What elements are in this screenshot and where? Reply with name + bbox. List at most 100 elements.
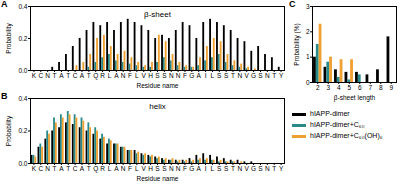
- svg-text:Residue name: Residue name: [137, 175, 179, 182]
- svg-text:T: T: [87, 72, 91, 79]
- svg-text:β-sheet length: β-sheet length: [334, 94, 376, 102]
- svg-text:A: A: [80, 165, 85, 172]
- svg-text:V: V: [142, 72, 147, 79]
- svg-text:L: L: [211, 72, 215, 79]
- svg-text:S: S: [258, 165, 263, 172]
- svg-text:N: N: [238, 165, 243, 172]
- svg-text:T: T: [53, 72, 57, 79]
- svg-text:K: K: [32, 165, 37, 172]
- svg-text:T: T: [66, 72, 70, 79]
- svg-text:1: 1: [306, 53, 310, 60]
- svg-text:G: G: [251, 72, 256, 79]
- svg-text:Probability (%): Probability (%): [293, 23, 301, 65]
- svg-text:N: N: [169, 72, 174, 79]
- svg-text:Q: Q: [93, 72, 98, 80]
- svg-text:F: F: [128, 165, 132, 172]
- svg-text:G: G: [189, 165, 194, 172]
- svg-text:N: N: [265, 165, 270, 172]
- svg-text:C: C: [38, 165, 43, 172]
- svg-text:2: 2: [316, 84, 320, 91]
- svg-text:0: 0: [306, 79, 310, 86]
- svg-text:N: N: [45, 72, 50, 79]
- svg-text:R: R: [100, 72, 105, 79]
- svg-text:L: L: [108, 165, 112, 172]
- svg-text:V: V: [245, 72, 250, 79]
- svg-text:Residue name: Residue name: [137, 82, 179, 89]
- svg-text:A: A: [197, 165, 202, 172]
- svg-text:4: 4: [337, 84, 341, 91]
- svg-text:Q: Q: [93, 165, 98, 173]
- svg-text:T: T: [66, 165, 70, 172]
- svg-text:S: S: [217, 165, 222, 172]
- svg-text:3: 3: [306, 3, 310, 10]
- svg-text:N: N: [176, 72, 181, 79]
- svg-text:8: 8: [379, 84, 383, 91]
- svg-text:T: T: [53, 165, 57, 172]
- svg-text:G: G: [189, 72, 194, 79]
- svg-text:S: S: [224, 72, 229, 79]
- svg-text:A: A: [114, 72, 119, 79]
- svg-text:V: V: [142, 165, 147, 172]
- svg-text:F: F: [128, 72, 132, 79]
- svg-text:K: K: [32, 72, 37, 79]
- svg-text:H: H: [148, 165, 153, 172]
- svg-text:S: S: [162, 165, 167, 172]
- svg-text:Probability: Probability: [5, 23, 13, 54]
- svg-text:L: L: [135, 72, 139, 79]
- svg-text:Y: Y: [279, 165, 284, 172]
- svg-text:L: L: [135, 165, 139, 172]
- svg-text:A: A: [80, 72, 85, 79]
- svg-text:I: I: [205, 72, 207, 79]
- svg-text:2: 2: [306, 28, 310, 35]
- svg-text:L: L: [108, 72, 112, 79]
- svg-text:T: T: [87, 165, 91, 172]
- svg-text:0.4: 0.4: [18, 3, 27, 10]
- svg-text:C: C: [38, 72, 43, 79]
- svg-text:T: T: [272, 72, 276, 79]
- svg-text:3: 3: [326, 84, 330, 91]
- svg-text:A: A: [114, 165, 119, 172]
- svg-text:5: 5: [347, 84, 351, 91]
- svg-text:6: 6: [358, 84, 362, 91]
- svg-text:9: 9: [389, 84, 393, 91]
- svg-text:Y: Y: [279, 72, 284, 79]
- svg-text:G: G: [251, 165, 256, 172]
- svg-text:Probability: Probability: [5, 115, 13, 146]
- svg-text:V: V: [245, 165, 250, 172]
- svg-text:0.4: 0.4: [18, 95, 27, 102]
- svg-text:β-sheet: β-sheet: [144, 10, 172, 19]
- svg-text:N: N: [121, 165, 126, 172]
- svg-text:N: N: [121, 72, 126, 79]
- svg-text:A: A: [197, 72, 202, 79]
- svg-text:S: S: [258, 72, 263, 79]
- svg-text:7: 7: [368, 84, 372, 91]
- svg-text:S: S: [224, 165, 229, 172]
- svg-text:H: H: [148, 72, 153, 79]
- svg-text:0.0: 0.0: [18, 67, 27, 74]
- svg-text:S: S: [217, 72, 222, 79]
- svg-text:C: C: [73, 165, 78, 172]
- svg-text:0.2: 0.2: [18, 127, 27, 134]
- svg-text:0.2: 0.2: [18, 35, 27, 42]
- svg-text:N: N: [169, 165, 174, 172]
- svg-text:A: A: [59, 165, 64, 172]
- svg-text:0.0: 0.0: [18, 160, 27, 167]
- svg-text:T: T: [272, 165, 276, 172]
- svg-text:C: C: [73, 72, 78, 79]
- svg-text:S: S: [155, 165, 160, 172]
- svg-text:T: T: [231, 72, 235, 79]
- svg-text:N: N: [176, 165, 181, 172]
- svg-text:helix: helix: [149, 102, 165, 111]
- svg-text:A: A: [59, 72, 64, 79]
- svg-text:F: F: [183, 72, 187, 79]
- svg-text:R: R: [100, 165, 105, 172]
- svg-text:I: I: [205, 165, 207, 172]
- svg-text:F: F: [183, 165, 187, 172]
- svg-text:S: S: [162, 72, 167, 79]
- svg-text:L: L: [211, 165, 215, 172]
- svg-text:T: T: [231, 165, 235, 172]
- svg-text:N: N: [265, 72, 270, 79]
- svg-text:N: N: [45, 165, 50, 172]
- svg-text:S: S: [155, 72, 160, 79]
- svg-text:N: N: [238, 72, 243, 79]
